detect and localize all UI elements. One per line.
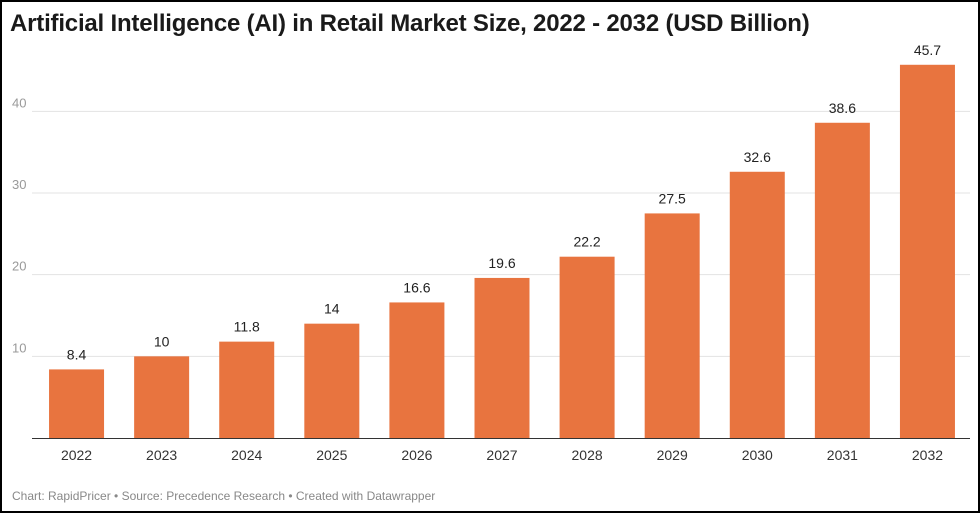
data-label-2030: 32.6 [744,149,771,165]
bar-2031 [814,122,870,439]
bar-2026 [389,302,445,438]
data-label-2031: 38.6 [829,100,856,116]
y-tick-label: 40 [12,95,26,110]
bar-2030 [729,171,785,438]
bar-2028 [559,256,615,438]
labels: 8.4 2022 10 2023 11.8 2024 14 2025 16.6 2026 19.6 2… [61,42,943,463]
x-tick-label-2025: 2025 [316,447,347,463]
bar-2023 [134,356,190,438]
bar-2029 [644,213,700,438]
x-tick-label-2030: 2030 [742,447,773,463]
chart-title: Artificial Intelligence (AI) in Retail M… [10,10,810,37]
data-label-2027: 19.6 [488,255,515,271]
data-label-2026: 16.6 [403,279,430,295]
bar-2022 [49,369,105,438]
x-tick-label-2029: 2029 [657,447,688,463]
bars [49,64,955,439]
y-tick-label: 20 [12,259,26,274]
x-tick-label-2026: 2026 [401,447,432,463]
data-label-2028: 22.2 [573,234,600,250]
y-tick-label: 10 [12,340,26,355]
x-tick-label-2022: 2022 [61,447,92,463]
data-label-2022: 8.4 [67,346,87,362]
x-tick-label-2027: 2027 [486,447,517,463]
x-tick-label-2032: 2032 [912,447,943,463]
bar-2025 [304,323,360,438]
x-tick-label-2023: 2023 [146,447,177,463]
x-tick-label-2031: 2031 [827,447,858,463]
data-label-2029: 27.5 [659,190,686,206]
data-label-2025: 14 [324,301,340,317]
bar-2024 [219,341,275,438]
bar-2027 [474,277,530,438]
data-label-2023: 10 [154,333,170,349]
data-label-2024: 11.8 [234,319,260,335]
y-tick-label: 30 [12,177,26,192]
x-tick-label-2028: 2028 [572,447,603,463]
bar-2032 [899,64,955,439]
x-tick-label-2024: 2024 [231,447,262,463]
data-label-2032: 45.7 [914,42,941,58]
chart-footer: Chart: RapidPricer • Source: Precedence … [12,489,436,503]
